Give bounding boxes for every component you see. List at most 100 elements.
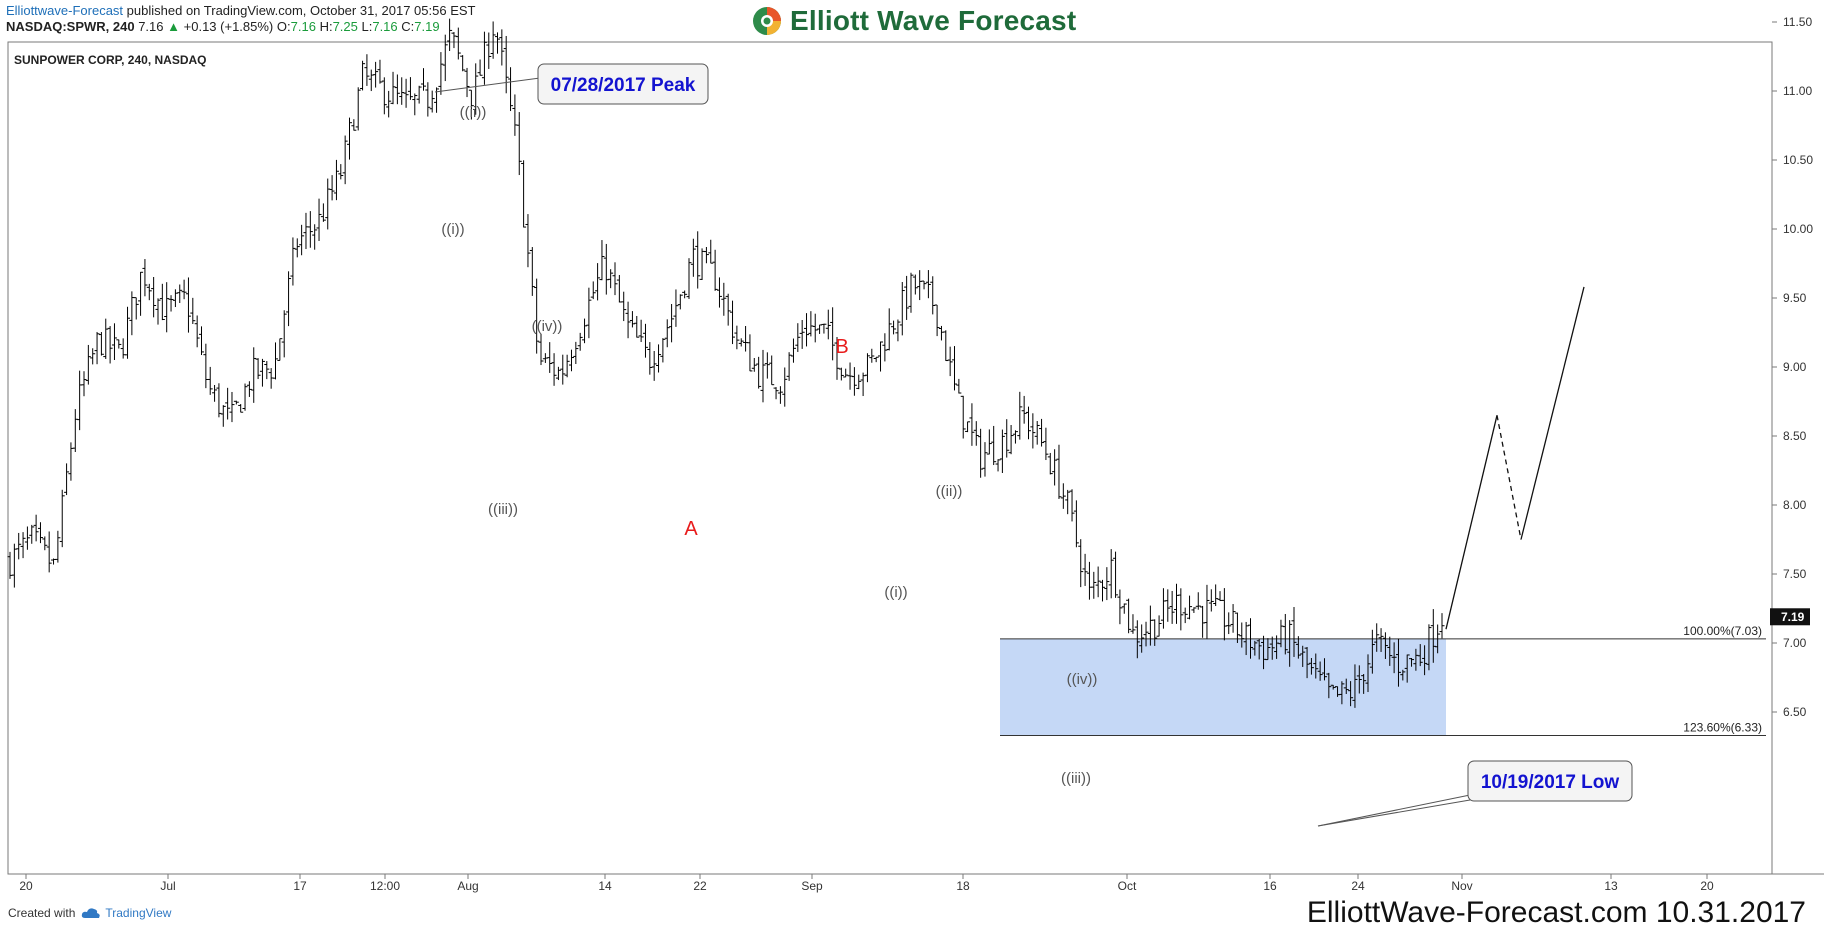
- ohlc-bar: [1173, 583, 1179, 624]
- ohlc-bar: [1060, 483, 1066, 509]
- ohlc-bar: [377, 59, 383, 84]
- ohlc-bar: [1095, 566, 1101, 598]
- ohlc-bar: [917, 270, 923, 301]
- ohlc-bar: [1352, 664, 1358, 708]
- ohlc-bar: [834, 337, 840, 380]
- ohlc-bar: [81, 371, 87, 397]
- projection-line-pullback: [1496, 415, 1522, 540]
- ohlc-bar: [120, 338, 126, 359]
- ohlc-bar: [708, 239, 714, 264]
- ohlc-bar: [1391, 642, 1397, 674]
- ohlc-bar: [111, 323, 117, 361]
- ohlc-bar: [94, 331, 100, 365]
- ohlc-bar: [930, 276, 936, 315]
- ohlc-bar: [525, 214, 531, 268]
- ohlc-bar: [804, 313, 810, 347]
- ohlc-bar: [882, 333, 888, 362]
- ohlc-bar: [760, 349, 766, 403]
- fib-target-zone: [1000, 638, 1446, 736]
- price-chart[interactable]: 100.00%(7.03) 123.60%(6.33) SUNPOWER COR…: [0, 0, 1824, 896]
- ohlc-bar: [503, 35, 509, 94]
- ohlc-bar: [1221, 588, 1227, 641]
- ohlc-bar: [1056, 444, 1062, 499]
- ohlc-bar: [612, 262, 618, 296]
- plot-frame: [7, 41, 1773, 875]
- ohlc-bar: [782, 367, 788, 407]
- ohlc-bar: [1291, 607, 1297, 657]
- x-tick-label: 20: [19, 879, 33, 893]
- y-tick-label: 7.50: [1783, 567, 1807, 581]
- wave-label-A: A: [684, 518, 698, 540]
- ohlc-bar: [1052, 449, 1058, 486]
- ohlc-bar: [490, 21, 496, 59]
- ohlc-bar: [555, 366, 561, 381]
- watermark: ElliottWave-Forecast.com 10.31.2017: [1306, 896, 1806, 929]
- ohlc-bar: [1339, 681, 1345, 705]
- ohlc-bar: [55, 530, 61, 563]
- ohlc-bar: [1187, 595, 1193, 620]
- ohlc-bar: [864, 353, 870, 383]
- ohlc-bar: [1230, 604, 1236, 633]
- ohlc-bar: [1065, 489, 1071, 515]
- ohlc-bar: [621, 291, 627, 322]
- ohlc-bar: [790, 338, 796, 363]
- last-price: 7.16: [138, 19, 164, 34]
- ohlc-bar: [1330, 684, 1336, 690]
- ohlc-bar: [1178, 588, 1184, 631]
- ohlc-bar: [72, 409, 78, 453]
- ohlc-bar: [647, 342, 653, 375]
- ohlc-bar: [756, 356, 762, 389]
- ohlc-bar: [1204, 584, 1210, 639]
- ohlc-bar: [416, 85, 422, 104]
- ohlc-bar: [320, 203, 326, 222]
- ohlc-bar: [1278, 619, 1284, 648]
- wave-label-i-bottom: ((i)): [884, 584, 907, 601]
- ohlc-bar: [51, 558, 57, 565]
- ohlc-bar: [1247, 618, 1253, 659]
- x-tick-label: 18: [956, 879, 970, 893]
- ohlc-bar: [1078, 539, 1084, 588]
- ohlc-bar: [299, 224, 305, 256]
- ohlc-bar: [508, 67, 514, 112]
- wave-label-i-top: ((i)): [441, 221, 464, 238]
- ohlc-bar: [290, 237, 296, 286]
- ohlc-bar: [908, 272, 914, 313]
- ohlc-bar: [116, 339, 122, 349]
- low-callout-text: 10/19/2017 Low: [1481, 772, 1620, 793]
- ohlc-bar: [1200, 605, 1206, 638]
- ohlc-bar: [564, 354, 570, 378]
- ohlc-bar: [199, 326, 205, 356]
- author-link[interactable]: Elliottwave-Forecast: [6, 3, 124, 18]
- ohlc-bar: [203, 343, 209, 389]
- ohlc-bar: [316, 198, 322, 242]
- ohlc-bar: [660, 338, 666, 363]
- ohlc-bar: [956, 378, 962, 394]
- ohlc-bar: [207, 366, 213, 395]
- ohlc-bar: [146, 283, 152, 301]
- ohlc-bar: [838, 367, 844, 381]
- ohlc-bar: [603, 243, 609, 295]
- wave-label-ii-bottom: ((ii)): [936, 483, 963, 500]
- ohlc-bar: [46, 531, 52, 573]
- tradingview-cloud-icon: [82, 908, 101, 918]
- ohlc-bar: [1082, 553, 1088, 586]
- ohlc-bar: [368, 69, 374, 92]
- ohlc-bar: [673, 289, 679, 327]
- ohlc-bar: [943, 330, 949, 362]
- ohlc-bar: [682, 290, 688, 299]
- ohlc-bar: [303, 212, 309, 250]
- ohlc-bar: [912, 274, 918, 295]
- ohlc-bar: [373, 61, 379, 88]
- ohlc-bar: [477, 59, 483, 76]
- ohlc-bars: [7, 18, 1445, 708]
- ohlc-bar: [965, 421, 971, 433]
- ohlc-bar: [212, 384, 218, 402]
- ohlc-bar: [286, 271, 292, 327]
- ohlc-bar: [725, 293, 731, 326]
- ohlc-bar: [664, 319, 670, 348]
- ohlc-bar: [821, 323, 827, 334]
- ohlc-bar: [764, 352, 770, 379]
- ohlc-bar: [1265, 638, 1271, 661]
- ohlc-bar: [973, 421, 979, 446]
- tradingview-link[interactable]: TradingView: [105, 906, 172, 920]
